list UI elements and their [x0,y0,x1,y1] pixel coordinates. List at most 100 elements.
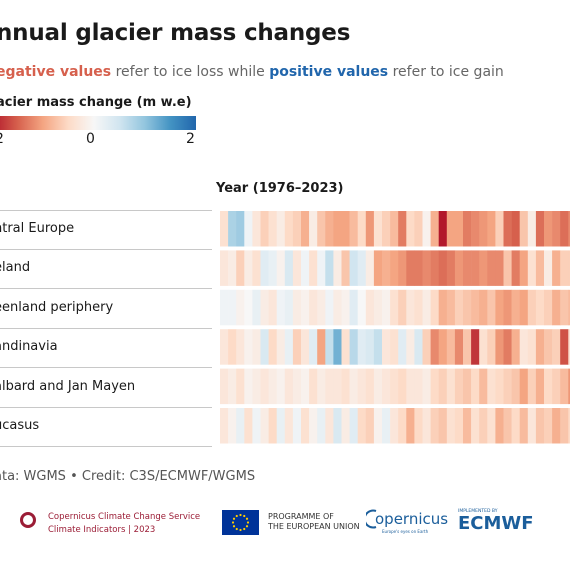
heatmap-cell [244,368,253,405]
heatmap-cell [325,408,334,444]
row-divider [0,445,212,447]
heatmap-cell [357,289,367,326]
heatmap-cell [349,368,358,405]
positive-values-label: positive values [269,64,389,80]
heatmap-cell [349,250,358,286]
heatmap-cell [535,250,545,286]
heatmap-cell [252,408,261,444]
heatmap-cell [382,408,391,444]
heatmap-cell [373,289,383,326]
heatmap-cell [471,289,480,326]
row-divider [0,327,212,329]
heatmap-cell [357,368,367,405]
row-label: eenland periphery [0,299,114,315]
heatmap-cell [292,408,302,444]
heatmap-cell [228,211,237,247]
heatmap-cell [568,211,570,247]
heatmap-cell [511,408,520,444]
heatmap-cell [414,408,423,444]
heatmap-cell [495,408,504,444]
heatmap-cell [260,250,269,286]
heatmap-cell [406,250,415,286]
heatmap-cell [357,408,367,444]
heatmap-cell [414,329,423,365]
heatmap-cell [503,211,512,247]
heatmap-cell [487,329,496,365]
heatmap-cell [244,329,253,365]
heatmap-cell [560,289,569,326]
c3s-logo-icon [20,512,36,528]
heatmap-cell [236,250,245,286]
heatmap-cell [341,289,350,326]
heatmap-cell [398,368,407,405]
heatmap-cell [301,211,310,247]
colorbar-tick-zero: 0 [86,131,95,147]
heatmap-cell [365,250,375,286]
heatmap-cell [244,250,253,286]
heatmap-cell [373,329,383,365]
heatmap-cell [471,211,480,247]
heatmap-cell [276,368,286,405]
heatmap-cell [390,250,399,286]
heatmap-cell [519,250,529,286]
heatmap-cell [357,329,367,365]
heatmap-cell [317,408,326,444]
heatmap-cell [317,250,326,286]
heatmap-cell [357,211,367,247]
heatmap-cell [535,211,545,247]
heatmap-cell [284,368,294,405]
heatmap-cell [373,408,383,444]
heatmap-cell [519,368,529,405]
heatmap-cell [430,329,439,365]
heatmap-cell [406,211,415,247]
heatmap-cell [463,408,472,444]
heatmap-cell [382,289,391,326]
heatmap-cell [430,250,439,286]
heatmap-cell [276,289,286,326]
heatmap-cell [544,211,553,247]
heatmap-cell [325,250,334,286]
heatmap-cell [220,329,229,365]
heatmap-cell [220,289,229,326]
c3s-line1: Copernicus Climate Change Service [48,512,201,522]
heatmap-cell [292,329,302,365]
heatmap-cell [244,408,253,444]
heatmap-cell [292,368,302,405]
heatmap-cell [406,368,415,405]
row-label: andinavia [0,339,58,355]
heatmap-cell [495,289,504,326]
heatmap-cell [382,368,391,405]
heatmap-cell [349,408,358,444]
heatmap-cell [463,211,472,247]
heatmap-cell [527,329,537,365]
x-axis-title: Year (1976–2023) [216,181,344,196]
heatmap-cell [349,211,358,247]
heatmap-cell [292,250,302,286]
heatmap-cell [511,211,520,247]
heatmap-cell [341,329,350,365]
heatmap-cell [438,408,448,444]
eu-programme-text: PROGRAMME OF THE EUROPEAN UNION [268,512,360,532]
row-label: ntral Europe [0,221,75,236]
row-divider [0,367,212,369]
heatmap-cell [325,289,334,326]
heatmap-cell [422,250,431,286]
heatmap-cell [487,250,496,286]
heatmap-cell [220,408,229,444]
heatmap-cell [252,289,261,326]
heatmap-cell [511,289,520,326]
heatmap-cell [560,368,569,405]
heatmap-cell [252,368,261,405]
heatmap-cell [333,250,342,286]
heatmap-cell [301,368,310,405]
heatmap-cell [552,368,561,405]
heatmap-cell [479,408,488,444]
row-divider [0,406,212,408]
heatmap-cell [373,211,383,247]
heatmap-cell [487,211,496,247]
heatmap-cell [301,408,310,444]
heatmap-cell [519,211,529,247]
copernicus-c-icon [366,509,377,529]
heatmap-cell [244,289,253,326]
